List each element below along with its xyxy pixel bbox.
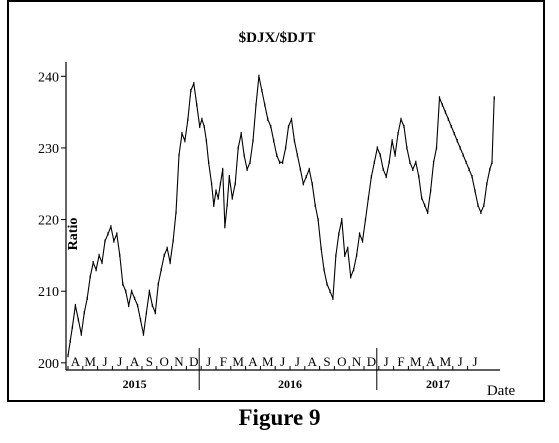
series-group <box>67 74 495 358</box>
month-tick-label: S <box>323 354 330 369</box>
month-tick-label: M <box>232 354 244 369</box>
x-axis-label: Date <box>487 383 516 399</box>
month-tick-label: J <box>102 354 107 369</box>
year-labels: 2015 2016 2017 <box>123 348 450 391</box>
month-tick-label: M <box>84 354 96 369</box>
y-tick-label: 230 <box>38 142 59 157</box>
month-tick-label: M <box>410 354 422 369</box>
month-tick-label: O <box>160 354 169 369</box>
month-tick-label: A <box>426 354 436 369</box>
year-label: 2017 <box>426 377 450 391</box>
month-tick-label: A <box>130 354 140 369</box>
month-tick-label: F <box>397 354 404 369</box>
month-tick-label: J <box>280 354 285 369</box>
month-tick-label: J <box>117 354 122 369</box>
y-tick-label: 200 <box>38 357 59 372</box>
y-axis-label: Ratio <box>66 218 81 251</box>
month-tick-label: D <box>189 354 198 369</box>
month-tick-label: A <box>71 354 81 369</box>
month-tick-label: A <box>248 354 258 369</box>
figure-caption: Figure 9 <box>238 405 321 430</box>
month-tick-label: A <box>308 354 318 369</box>
y-tick-label: 220 <box>38 214 59 229</box>
y-tick-label: 240 <box>38 70 59 85</box>
month-tick-label: S <box>146 354 153 369</box>
month-tick-label: J <box>472 354 477 369</box>
chart-title: $DJX/$DJT <box>239 30 316 46</box>
year-label: 2015 <box>123 377 147 391</box>
month-tick-label: J <box>206 354 211 369</box>
year-label: 2016 <box>278 377 302 391</box>
month-tick-label: M <box>440 354 452 369</box>
month-tick-label: M <box>262 354 274 369</box>
axes: 200 210 220 230 240 <box>38 62 500 372</box>
series-line <box>67 75 495 356</box>
y-tick-label: 210 <box>38 285 59 300</box>
month-tick-label: D <box>367 354 376 369</box>
month-tick-label: N <box>352 354 362 369</box>
month-tick-label: F <box>220 354 227 369</box>
month-tick-label: O <box>337 354 346 369</box>
month-tick-label: J <box>295 354 300 369</box>
month-tick-label: N <box>174 354 184 369</box>
month-tick-label: J <box>458 354 463 369</box>
month-tick-label: J <box>384 354 389 369</box>
